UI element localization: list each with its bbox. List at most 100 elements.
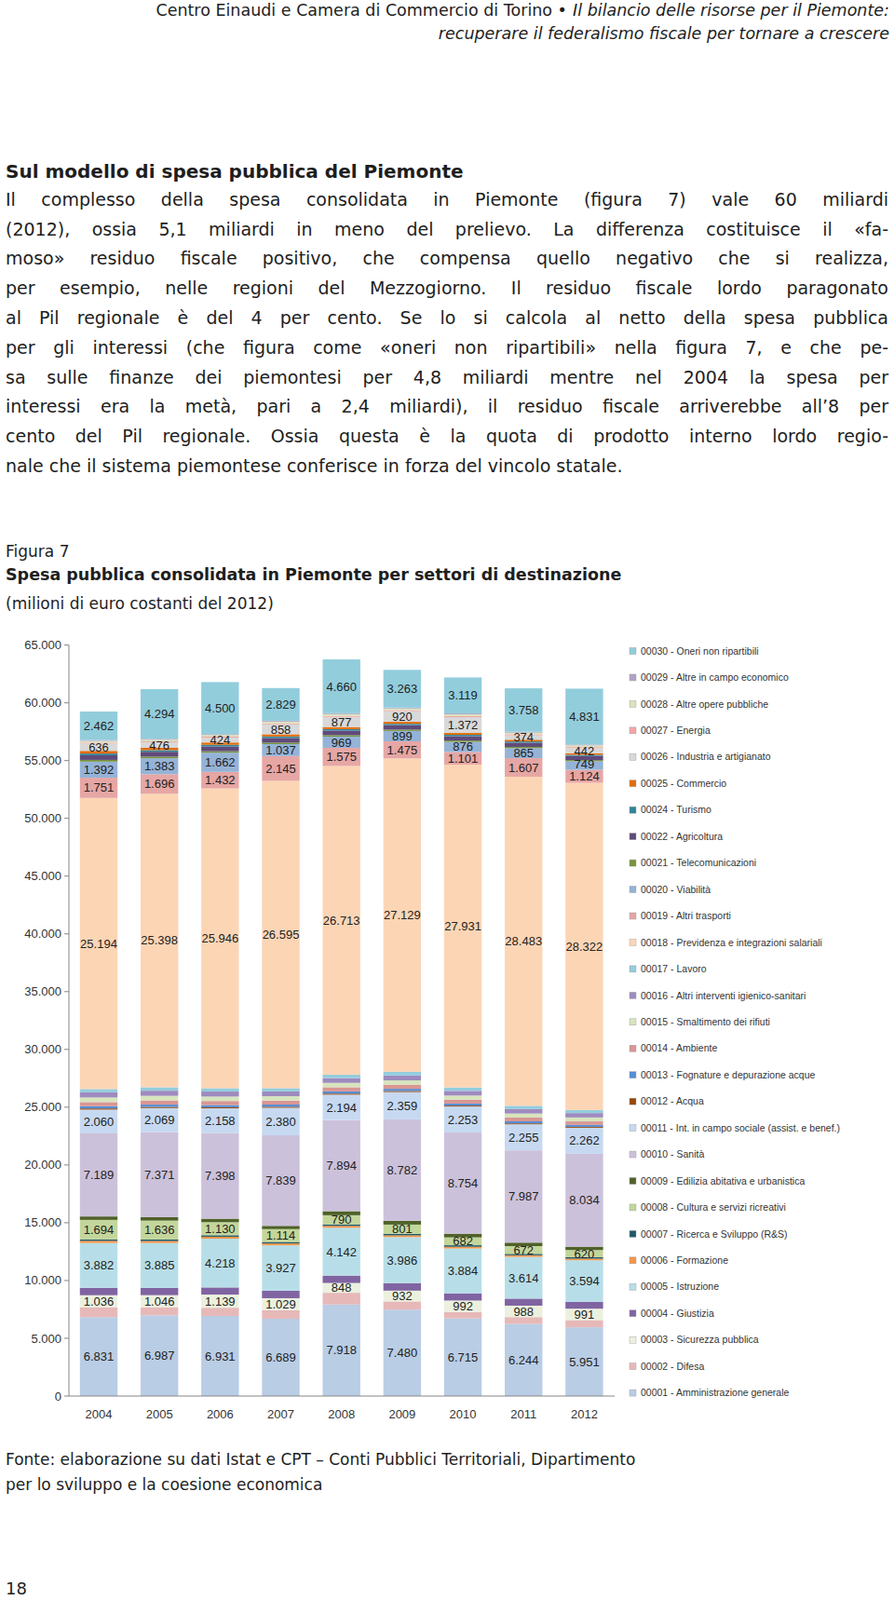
legend-label: 00001 - Amministrazione generale xyxy=(640,1386,790,1398)
y-tick-label: 50.000 xyxy=(24,811,62,826)
data-label: 4.294 xyxy=(144,706,176,721)
legend-swatch xyxy=(629,1151,637,1158)
legend-label: 00025 - Commercio xyxy=(640,777,727,789)
chart-title: Spesa pubblica consolidata in Piemonte p… xyxy=(5,563,622,586)
legend-swatch xyxy=(629,965,637,973)
bar-segment xyxy=(80,1106,118,1109)
data-label: 790 xyxy=(331,1212,353,1227)
bar-segment xyxy=(383,1090,421,1092)
data-label: 1.046 xyxy=(144,1294,176,1309)
paragraph-line: nale che il sistema piemontese conferisc… xyxy=(5,452,889,479)
bar-segment xyxy=(322,1078,360,1084)
data-label: 1.662 xyxy=(204,755,236,770)
bar-segment xyxy=(261,1310,299,1319)
paragraph-line: sa sulle finanze dei piemontesi per 4,8 … xyxy=(5,364,889,391)
legend-swatch xyxy=(629,1363,637,1370)
bar-segment xyxy=(383,669,421,707)
data-label: 991 xyxy=(574,1307,596,1322)
bar-segment xyxy=(201,1236,239,1239)
bar-segment xyxy=(383,1075,421,1081)
header-title: Il bilancio delle risorse per il Piemont… xyxy=(572,0,890,20)
bar-segment xyxy=(444,1132,482,1234)
y-tick xyxy=(64,1106,69,1108)
bar-segment xyxy=(261,737,299,743)
bar-segment xyxy=(140,1217,178,1221)
data-label: 374 xyxy=(513,730,534,745)
paragraph-line: (2012), ossia 5,1 miliardi in meno del p… xyxy=(5,216,889,243)
data-label: 4.831 xyxy=(568,709,600,724)
bar-segment xyxy=(504,1121,542,1124)
bar-segment xyxy=(261,1243,299,1246)
legend-label: 00008 - Cultura e servizi ricreativi xyxy=(640,1201,786,1213)
bars xyxy=(80,659,604,1396)
legend-swatch xyxy=(629,1044,637,1052)
data-label: 7.894 xyxy=(325,1158,357,1173)
data-label: 6.689 xyxy=(265,1350,297,1365)
bar-segment xyxy=(140,1239,178,1242)
data-label: 848 xyxy=(331,1280,353,1295)
data-label: 2.262 xyxy=(568,1133,600,1148)
bar-segment xyxy=(504,688,542,732)
bar-segment xyxy=(201,1108,239,1134)
data-label: 7.398 xyxy=(204,1168,236,1183)
legend-swatch xyxy=(629,1018,637,1026)
bar-segment xyxy=(140,758,178,774)
legend-swatch xyxy=(629,859,637,867)
data-label: 1.696 xyxy=(144,776,176,791)
bar-segment xyxy=(80,1307,118,1318)
header-line: recuperare il federalismo fiscale per to… xyxy=(155,23,890,44)
bar-segment xyxy=(80,798,118,1090)
data-label: 1.392 xyxy=(83,762,115,777)
bar-segment xyxy=(565,1127,603,1154)
bar-segment xyxy=(322,1093,360,1095)
bar-segment xyxy=(504,1105,542,1109)
data-label: 3.986 xyxy=(387,1253,419,1268)
bar-segment xyxy=(565,783,603,1111)
bar-segment xyxy=(201,1105,239,1108)
bar-segment xyxy=(444,677,482,714)
legend-label: 00018 - Previdenza e integrazioni salari… xyxy=(640,936,823,949)
header-organization: Centro Einaudi e Camera di Commercio di … xyxy=(155,0,568,20)
bar-segment xyxy=(201,751,239,754)
y-tick-label: 60.000 xyxy=(24,695,62,710)
bar-segment xyxy=(201,1238,239,1287)
bar-segment xyxy=(80,1239,118,1242)
bar-segment xyxy=(565,1259,603,1302)
chart: 05.00010.00015.00020.00025.00030.00035.0… xyxy=(0,0,894,1600)
bar-segment xyxy=(140,1096,178,1101)
bar-segment xyxy=(444,1103,482,1106)
bar-segment xyxy=(261,1106,299,1108)
bar-segment xyxy=(504,1150,542,1243)
bar-segment xyxy=(444,734,482,736)
bar-segment xyxy=(261,1091,299,1097)
legend-label: 00027 - Energia xyxy=(640,724,711,736)
bar-segment xyxy=(322,747,360,767)
legend-swatch xyxy=(629,1178,637,1185)
bar-segment xyxy=(261,736,299,739)
data-label: 8.782 xyxy=(387,1163,419,1178)
bar-segment xyxy=(322,1304,360,1396)
bar-segment xyxy=(444,716,482,718)
bar-segment xyxy=(565,1117,603,1122)
bar-segment xyxy=(504,1257,542,1300)
y-tick-label: 5.000 xyxy=(30,1331,62,1346)
bar-segment xyxy=(201,1307,239,1316)
bar-segment xyxy=(261,1087,299,1091)
bar-segment xyxy=(201,1096,239,1101)
legend-label: 00028 - Altre opere pubbliche xyxy=(640,698,769,710)
bar-segment xyxy=(261,1318,299,1396)
y-tick-label: 15.000 xyxy=(24,1215,62,1230)
x-tick-label: 2004 xyxy=(85,1407,113,1422)
bar-segment xyxy=(261,1096,299,1101)
data-label: 3.263 xyxy=(387,681,419,696)
bar-segment xyxy=(444,717,482,733)
bar-segment xyxy=(444,1090,482,1096)
legend-label: 00024 - Turismo xyxy=(640,803,712,815)
bar-segment xyxy=(383,758,421,1072)
bar-segment xyxy=(140,751,178,757)
data-label: 2.194 xyxy=(325,1100,357,1115)
legend-swatch xyxy=(629,938,637,946)
data-label: 2.829 xyxy=(265,697,297,712)
data-label: 3.594 xyxy=(568,1273,600,1288)
bar-segment xyxy=(383,1071,421,1076)
